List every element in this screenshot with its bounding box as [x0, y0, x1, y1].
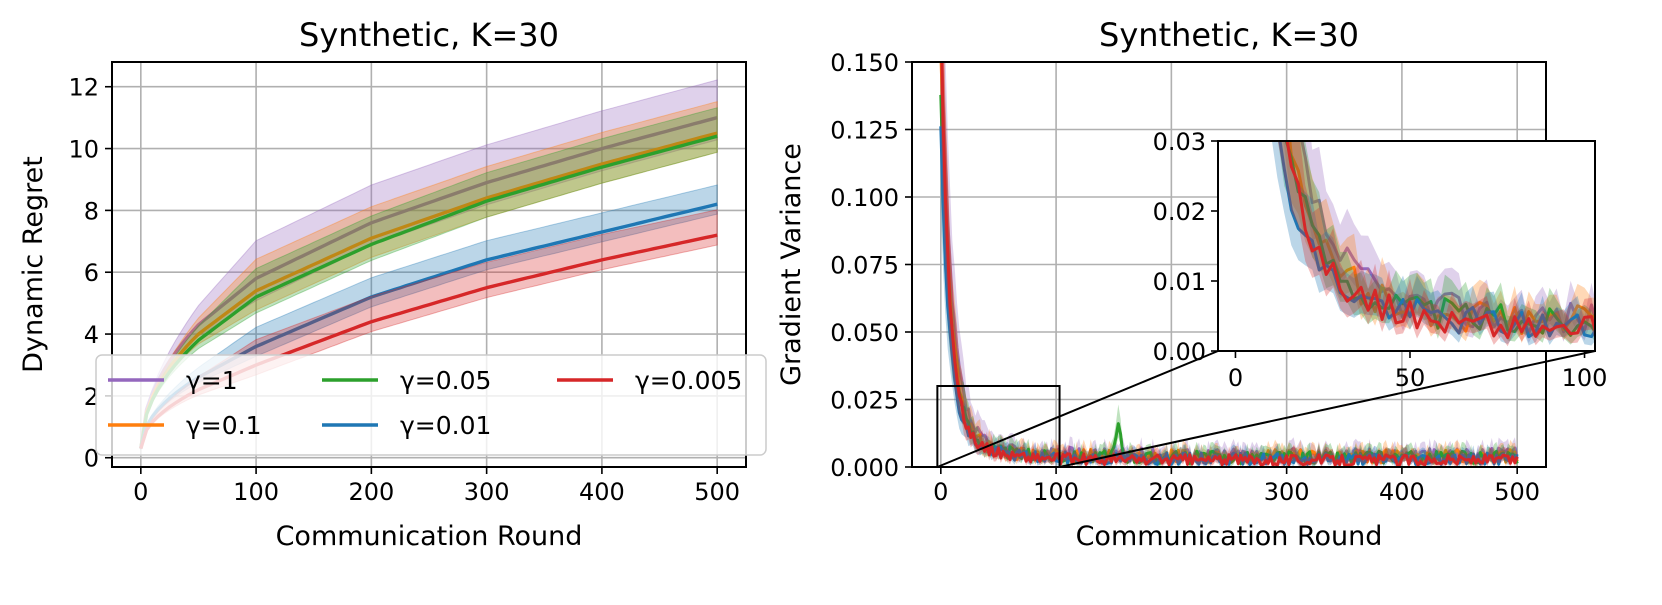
legend-label-series-2: γ=0.05 — [400, 366, 491, 395]
right-y-tick-label: 0.125 — [830, 117, 899, 145]
left-y-tick-label: 0 — [84, 445, 99, 473]
left-x-tick-label: 0 — [133, 478, 148, 506]
inset-x-tick-label: 100 — [1562, 364, 1608, 392]
left-line-series-1 — [139, 131, 718, 449]
inset-line-series-3 — [1278, 141, 1595, 339]
right-chart: 0 100 200 300 400 5000.0000.0250.0500.0750.10… — [776, 16, 1608, 552]
legend-label-series-0: γ=1 — [186, 366, 238, 395]
inset-line-series-0 — [1300, 141, 1595, 335]
left-y-tick-label: 6 — [84, 259, 99, 287]
zoom-connector-line — [1059, 350, 1596, 468]
right-line-series-4 — [940, 62, 1519, 467]
zoom-region-box — [936, 385, 1061, 468]
left-y-tick-label: 8 — [84, 197, 99, 225]
inset-band-series-4 — [1277, 141, 1595, 347]
left-band-series-2 — [140, 107, 718, 450]
left-y-tick-label: 2 — [84, 383, 99, 411]
inset-band-series-3 — [1271, 141, 1595, 346]
right-x-axis-label: Communication Round — [1076, 521, 1383, 552]
left-y-tick-label: 12 — [68, 74, 99, 102]
inset-y-tick-label: 0.03 — [1153, 128, 1206, 156]
left-chart: 0 100 200 300 400 500 0 2 4 6 8 10 12 Synthetic, K=30… — [18, 16, 767, 552]
inset-line-series-4 — [1285, 141, 1595, 340]
left-chart-title: Synthetic, K=30 — [299, 16, 559, 54]
left-line-series-2 — [139, 134, 718, 449]
left-line-series-0 — [139, 115, 718, 449]
inset-axes-frame — [1217, 140, 1596, 352]
left-band-series-4 — [140, 209, 718, 450]
left-x-axis-label: Communication Round — [276, 521, 583, 552]
left-x-tick-label: 500 — [694, 478, 740, 506]
left-x-tick-label: 100 — [233, 478, 279, 506]
legend-label-series-1: γ=0.1 — [186, 411, 262, 440]
right-y-tick-label: 0.025 — [830, 387, 899, 415]
left-band-series-3 — [140, 184, 718, 450]
right-chart-title: Synthetic, K=30 — [1099, 16, 1359, 54]
right-y-axis-label: Gradient Variance — [776, 143, 807, 386]
right-y-tick-label: 0.050 — [830, 319, 899, 347]
zoom-connector-line — [936, 350, 1219, 468]
legend-label-series-3: γ=0.01 — [400, 411, 491, 440]
right-x-tick-label: 0 — [933, 478, 948, 506]
inset-y-tick-label: 0.00 — [1153, 338, 1206, 366]
inset-x-tick-label: 0 — [1228, 364, 1243, 392]
left-x-tick-label: 300 — [464, 478, 510, 506]
left-y-tick-label: 10 — [68, 136, 99, 164]
left-x-tick-label: 400 — [579, 478, 625, 506]
inset-y-tick-label: 0.01 — [1153, 268, 1206, 296]
legend-label-series-4: γ=0.005 — [635, 366, 742, 395]
right-x-tick-label: 200 — [1148, 478, 1194, 506]
right-x-tick-label: 300 — [1264, 478, 1310, 506]
inset-band-series-1 — [1283, 141, 1595, 343]
left-band-series-1 — [140, 100, 718, 450]
inset-x-tick-label: 50 — [1395, 364, 1426, 392]
left-y-axis-label: Dynamic Regret — [18, 156, 49, 373]
right-x-tick-label: 100 — [1033, 478, 1079, 506]
inset-y-tick-label: 0.02 — [1153, 198, 1206, 226]
right-x-tick-label: 500 — [1494, 478, 1540, 506]
inset-chart: 0 50 100 0.00 0.01 0.02 0.03 — [1153, 128, 1608, 392]
left-x-tick-label: 200 — [348, 478, 394, 506]
left-legend: γ=1 γ=0.05 γ=0.005 γ=0.1 γ=0.01 — [95, 354, 767, 456]
left-y-tick-label: 4 — [84, 321, 99, 349]
right-y-tick-label: 0.150 — [830, 49, 899, 77]
right-y-tick-label: 0.000 — [830, 454, 899, 482]
left-axes-frame — [111, 61, 747, 468]
right-y-tick-label: 0.075 — [830, 252, 899, 280]
right-y-tick-label: 0.100 — [830, 184, 899, 212]
right-x-tick-label: 400 — [1379, 478, 1425, 506]
